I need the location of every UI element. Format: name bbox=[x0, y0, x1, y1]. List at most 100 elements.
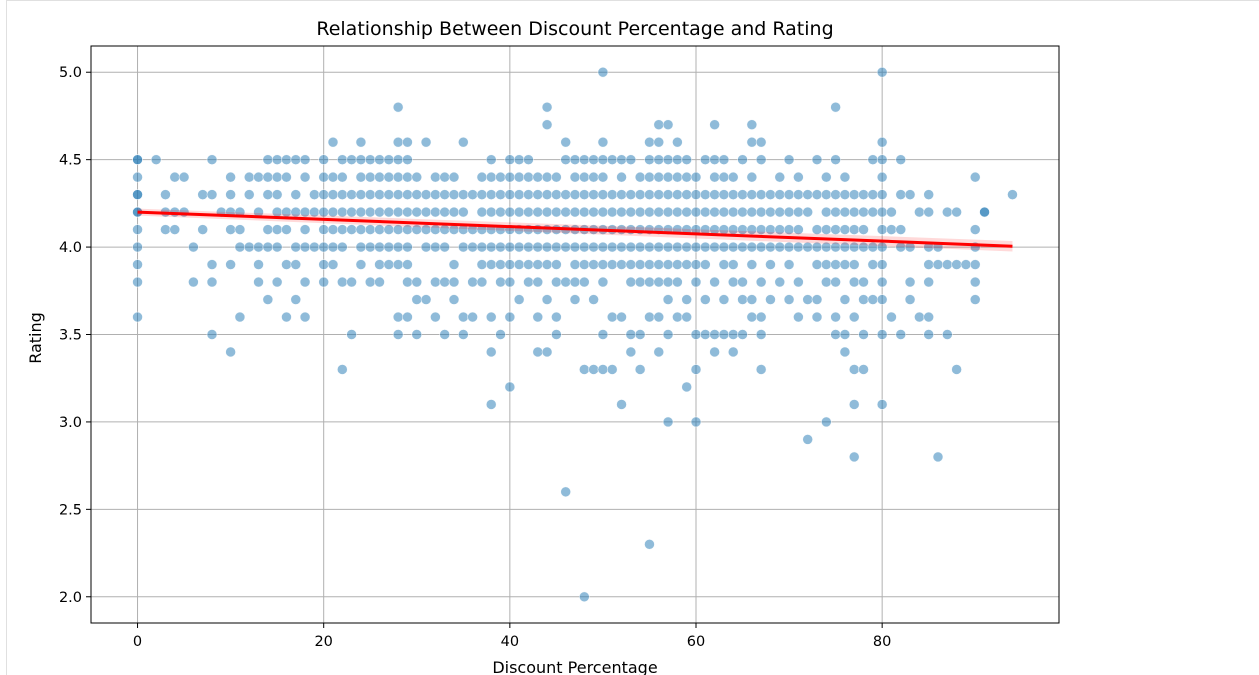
scatter-point bbox=[681, 311, 692, 323]
scatter-point bbox=[765, 206, 776, 218]
scatter-point bbox=[932, 259, 944, 270]
scatter-point bbox=[448, 189, 460, 200]
scatter-point bbox=[588, 259, 599, 270]
scatter-point bbox=[867, 259, 879, 270]
scatter-point bbox=[653, 259, 665, 270]
scatter-point bbox=[830, 154, 841, 165]
scatter-point bbox=[299, 276, 311, 288]
scatter-point bbox=[839, 294, 851, 305]
scatter-point bbox=[616, 399, 627, 410]
scatter-point bbox=[653, 189, 665, 200]
x-tick-label: 0 bbox=[133, 634, 142, 650]
scatter-point bbox=[504, 154, 516, 165]
scatter-point bbox=[867, 294, 879, 305]
scatter-point bbox=[504, 259, 516, 270]
scatter-point bbox=[476, 189, 488, 200]
scatter-point bbox=[709, 206, 720, 218]
scatter-point bbox=[513, 171, 525, 183]
scatter-point bbox=[672, 259, 683, 270]
scatter-point bbox=[923, 259, 934, 270]
scatter-point bbox=[746, 189, 758, 200]
scatter-point bbox=[551, 241, 562, 253]
scatter-point bbox=[485, 259, 497, 270]
scatter-point bbox=[616, 171, 627, 183]
scatter-point bbox=[485, 346, 497, 358]
scatter-point bbox=[281, 154, 292, 165]
scatter-point bbox=[821, 416, 832, 428]
scatter-point bbox=[690, 206, 702, 218]
scatter-point bbox=[402, 276, 413, 288]
scatter-point bbox=[402, 189, 413, 200]
scatter-point bbox=[690, 171, 702, 183]
scatter-point bbox=[346, 224, 357, 235]
scatter-point bbox=[923, 206, 934, 218]
scatter-point bbox=[253, 241, 264, 253]
scatter-point bbox=[830, 224, 841, 235]
scatter-point bbox=[597, 241, 609, 253]
scatter-point bbox=[551, 311, 562, 323]
scatter-point bbox=[364, 276, 376, 288]
scatter-point bbox=[709, 241, 720, 253]
scatter-point bbox=[634, 276, 646, 288]
scatter-point bbox=[234, 224, 246, 235]
scatter-point bbox=[569, 259, 581, 270]
scatter-point bbox=[951, 206, 962, 218]
y-axis-ticks: 2.0 2.5 3.0 3.5 4.0 4.5 5.0 bbox=[59, 65, 91, 606]
scatter-point bbox=[337, 189, 348, 200]
scatter-point bbox=[597, 364, 609, 375]
scatter-point bbox=[206, 154, 218, 165]
scatter-point bbox=[579, 364, 590, 375]
scatter-point bbox=[551, 259, 562, 270]
scatter-point bbox=[476, 259, 488, 270]
scatter-point bbox=[262, 154, 274, 165]
scatter-point bbox=[727, 259, 739, 270]
scatter-point bbox=[392, 154, 404, 165]
scatter-point bbox=[569, 189, 581, 200]
scatter-point bbox=[718, 241, 730, 253]
scatter-point bbox=[420, 206, 432, 218]
scatter-point bbox=[662, 119, 674, 130]
scatter-point bbox=[262, 171, 274, 183]
scatter-point bbox=[355, 259, 367, 270]
scatter-point bbox=[848, 311, 860, 323]
scatter-point bbox=[532, 241, 544, 253]
scatter-point bbox=[709, 346, 720, 358]
scatter-point bbox=[290, 154, 302, 165]
scatter-point bbox=[672, 276, 683, 288]
scatter-point bbox=[271, 154, 283, 165]
scatter-point bbox=[830, 206, 841, 218]
scatter-point bbox=[579, 241, 590, 253]
scatter-point bbox=[392, 189, 404, 200]
scatter-point bbox=[774, 276, 786, 288]
scatter-point bbox=[309, 241, 320, 253]
scatter-point bbox=[625, 154, 637, 165]
scatter-point bbox=[383, 171, 395, 183]
scatter-point bbox=[150, 154, 162, 165]
scatter-point bbox=[392, 311, 404, 323]
scatter-point bbox=[969, 294, 981, 305]
scatter-point bbox=[132, 189, 143, 200]
scatter-point bbox=[709, 189, 720, 200]
scatter-point bbox=[644, 206, 655, 218]
scatter-point bbox=[569, 206, 581, 218]
scatter-point bbox=[839, 171, 851, 183]
scatter-point bbox=[672, 154, 683, 165]
scatter-point bbox=[485, 171, 497, 183]
scatter-point bbox=[830, 276, 841, 288]
scatter-point bbox=[895, 189, 907, 200]
scatter-point bbox=[132, 154, 143, 165]
scatter-point bbox=[430, 241, 441, 253]
scatter-point bbox=[737, 206, 748, 218]
scatter-point bbox=[597, 136, 609, 148]
scatter-point bbox=[485, 241, 497, 253]
scatter-point bbox=[774, 171, 786, 183]
scatter-point bbox=[942, 259, 953, 270]
scatter-point bbox=[532, 171, 544, 183]
scatter-point bbox=[876, 66, 888, 78]
scatter-point bbox=[364, 206, 376, 218]
scatter-point bbox=[281, 311, 292, 323]
scatter-point bbox=[374, 276, 385, 288]
scatter-point bbox=[951, 364, 962, 375]
scatter-point bbox=[523, 241, 534, 253]
